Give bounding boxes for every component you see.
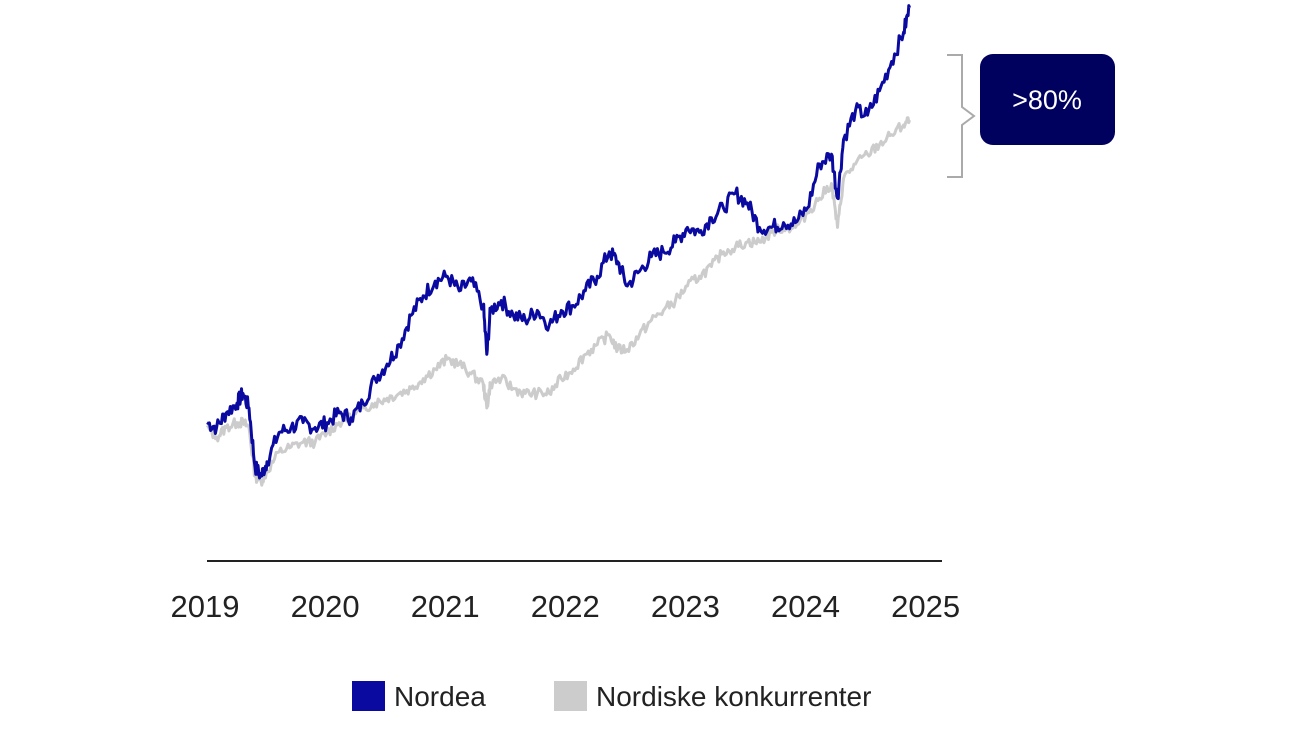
annotation-badge: >80%	[980, 54, 1115, 145]
annotation-badge-label: >80%	[1012, 85, 1082, 115]
x-tick-label: 2019	[171, 589, 240, 624]
x-tick-label: 2025	[891, 589, 960, 624]
legend-swatch-peers	[554, 681, 587, 711]
x-tick-label: 2022	[531, 589, 600, 624]
x-tick-label: 2020	[291, 589, 360, 624]
legend-item-nordea: Nordea	[352, 681, 486, 712]
annotation-badge-bg	[980, 54, 1115, 145]
x-tick-label: 2024	[771, 589, 840, 624]
x-tick-label: 2023	[651, 589, 720, 624]
x-tick-label: 2021	[411, 589, 480, 624]
legend-label-nordea: Nordea	[394, 681, 486, 712]
series-line-nordea	[206, 4, 912, 480]
annotation-bracket	[947, 54, 976, 178]
series-layer	[205, 4, 912, 487]
x-tick-labels: 2019 2020 2021 2022 2023 2024 2025	[171, 589, 961, 624]
legend-label-peers: Nordiske konkurrenter	[596, 681, 871, 712]
legend-swatch-nordea	[352, 681, 385, 711]
series-line-peers	[205, 116, 912, 487]
legend: Nordea Nordiske konkurrenter	[352, 681, 871, 712]
legend-item-peers: Nordiske konkurrenter	[554, 681, 871, 712]
